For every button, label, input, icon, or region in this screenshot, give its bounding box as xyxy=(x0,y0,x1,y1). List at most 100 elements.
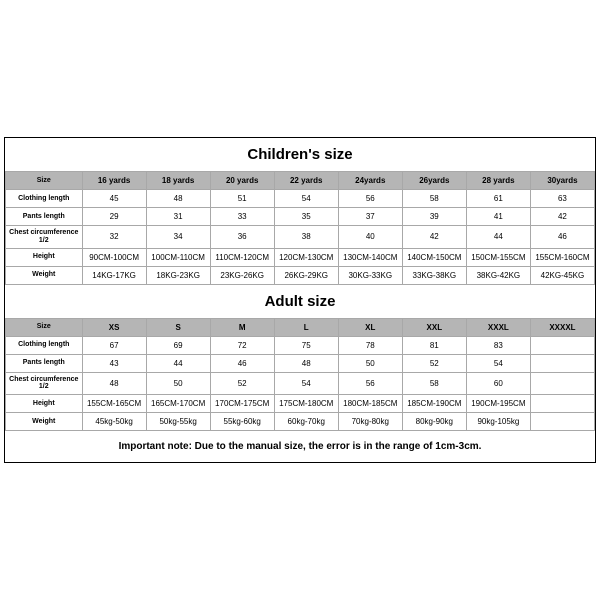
row-label: Weight xyxy=(6,266,83,284)
col-header: Size xyxy=(6,318,83,336)
cell: 26KG-29KG xyxy=(274,266,338,284)
table-row: Pants length 29 31 33 35 37 39 41 42 xyxy=(6,208,595,226)
cell: 51 xyxy=(210,190,274,208)
col-header: 24yards xyxy=(338,172,402,190)
cell: 38KG-42KG xyxy=(466,266,530,284)
cell: 90kg-105kg xyxy=(466,412,530,430)
cell: 31 xyxy=(146,208,210,226)
cell: 80kg-90kg xyxy=(402,412,466,430)
cell: 165CM-170CM xyxy=(146,394,210,412)
cell: 18KG-23KG xyxy=(146,266,210,284)
cell: 40 xyxy=(338,226,402,248)
cell: 60 xyxy=(466,372,530,394)
cell: 45 xyxy=(82,190,146,208)
cell: 36 xyxy=(210,226,274,248)
cell: 37 xyxy=(338,208,402,226)
row-label: Chest circumference 1/2 xyxy=(6,226,83,248)
row-label: Height xyxy=(6,394,83,412)
cell: 180CM-185CM xyxy=(338,394,402,412)
cell xyxy=(530,336,594,354)
cell: 56 xyxy=(338,372,402,394)
col-header: 30yards xyxy=(530,172,594,190)
children-table: Size 16 yards 18 yards 20 yards 22 yards… xyxy=(5,171,595,284)
table-row: Height 90CM-100CM 100CM-110CM 110CM-120C… xyxy=(6,248,595,266)
cell: 60kg-70kg xyxy=(274,412,338,430)
cell: 30KG-33KG xyxy=(338,266,402,284)
row-label: Clothing length xyxy=(6,336,83,354)
table-row: Chest circumference 1/2 32 34 36 38 40 4… xyxy=(6,226,595,248)
cell: 43 xyxy=(82,354,146,372)
cell: 54 xyxy=(466,354,530,372)
table-row: Weight 14KG-17KG 18KG-23KG 23KG-26KG 26K… xyxy=(6,266,595,284)
cell: 70kg-80kg xyxy=(338,412,402,430)
children-body: Clothing length 45 48 51 54 56 58 61 63 … xyxy=(6,190,595,284)
col-header: XL xyxy=(338,318,402,336)
row-label: Height xyxy=(6,248,83,266)
adult-body: Clothing length 67 69 72 75 78 81 83 Pan… xyxy=(6,336,595,430)
table-row: Chest circumference 1/2 48 50 52 54 56 5… xyxy=(6,372,595,394)
row-label: Chest circumference 1/2 xyxy=(6,372,83,394)
cell: 46 xyxy=(210,354,274,372)
col-header: Size xyxy=(6,172,83,190)
cell: 61 xyxy=(466,190,530,208)
cell xyxy=(530,372,594,394)
cell: 52 xyxy=(402,354,466,372)
row-label: Pants length xyxy=(6,208,83,226)
cell: 63 xyxy=(530,190,594,208)
col-header: L xyxy=(274,318,338,336)
cell: 175CM-180CM xyxy=(274,394,338,412)
col-header: XXL xyxy=(402,318,466,336)
cell: 54 xyxy=(274,372,338,394)
col-header: M xyxy=(210,318,274,336)
col-header: XXXL xyxy=(466,318,530,336)
cell: 45kg-50kg xyxy=(82,412,146,430)
cell: 32 xyxy=(82,226,146,248)
cell: 44 xyxy=(146,354,210,372)
cell: 83 xyxy=(466,336,530,354)
cell: 41 xyxy=(466,208,530,226)
cell: 54 xyxy=(274,190,338,208)
cell: 67 xyxy=(82,336,146,354)
table-row: Clothing length 45 48 51 54 56 58 61 63 xyxy=(6,190,595,208)
cell: 48 xyxy=(82,372,146,394)
cell: 34 xyxy=(146,226,210,248)
col-header: 26yards xyxy=(402,172,466,190)
cell: 38 xyxy=(274,226,338,248)
cell: 50 xyxy=(146,372,210,394)
cell: 130CM-140CM xyxy=(338,248,402,266)
cell: 120CM-130CM xyxy=(274,248,338,266)
cell: 185CM-190CM xyxy=(402,394,466,412)
col-header: 22 yards xyxy=(274,172,338,190)
cell: 42 xyxy=(530,208,594,226)
cell xyxy=(530,412,594,430)
cell xyxy=(530,354,594,372)
cell: 42 xyxy=(402,226,466,248)
cell: 33KG-38KG xyxy=(402,266,466,284)
adult-table: Size XS S M L XL XXL XXXL XXXXL Clothing… xyxy=(5,318,595,431)
row-label: Weight xyxy=(6,412,83,430)
col-header: 20 yards xyxy=(210,172,274,190)
cell xyxy=(530,394,594,412)
cell: 50kg-55kg xyxy=(146,412,210,430)
cell: 29 xyxy=(82,208,146,226)
table-row: Pants length 43 44 46 48 50 52 54 xyxy=(6,354,595,372)
cell: 58 xyxy=(402,372,466,394)
important-note: Important note: Due to the manual size, … xyxy=(5,431,595,462)
page-wrapper: Children's size Size 16 yards 18 yards 2… xyxy=(0,0,600,600)
adult-title: Adult size xyxy=(5,285,595,318)
col-header: 28 yards xyxy=(466,172,530,190)
cell: 23KG-26KG xyxy=(210,266,274,284)
cell: 42KG-45KG xyxy=(530,266,594,284)
table-row: Clothing length 67 69 72 75 78 81 83 xyxy=(6,336,595,354)
cell: 52 xyxy=(210,372,274,394)
cell: 39 xyxy=(402,208,466,226)
size-panel: Children's size Size 16 yards 18 yards 2… xyxy=(4,137,596,463)
cell: 75 xyxy=(274,336,338,354)
children-header-row: Size 16 yards 18 yards 20 yards 22 yards… xyxy=(6,172,595,190)
cell: 140CM-150CM xyxy=(402,248,466,266)
cell: 48 xyxy=(146,190,210,208)
col-header: S xyxy=(146,318,210,336)
col-header: XS xyxy=(82,318,146,336)
cell: 72 xyxy=(210,336,274,354)
adult-header-row: Size XS S M L XL XXL XXXL XXXXL xyxy=(6,318,595,336)
